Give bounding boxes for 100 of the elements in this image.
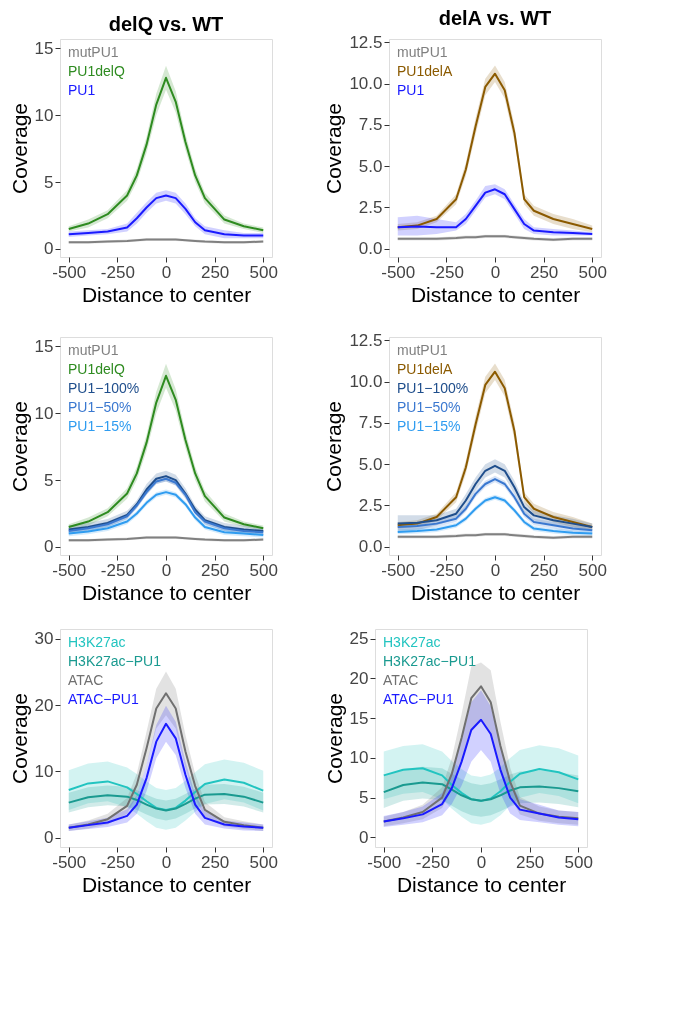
x-tick-label: 0 — [490, 262, 501, 282]
x-axis-title: Distance to center — [410, 282, 581, 306]
x-tick-label: -250 — [100, 560, 135, 580]
y-tick-label: 7.5 — [358, 115, 383, 135]
x-tick-label: 500 — [249, 852, 278, 872]
text: PU1−100% — [68, 380, 140, 396]
x-axis-title: Distance to center — [81, 580, 252, 604]
x-tick-label: 250 — [529, 262, 559, 282]
text: PU1 — [68, 82, 96, 98]
y-tick-label: 15 — [34, 38, 54, 58]
text: ATAC−PU1 — [383, 691, 454, 707]
x-tick-label: -250 — [429, 262, 464, 282]
y-tick-label: 0 — [359, 827, 369, 847]
x-tick-label: 0 — [161, 262, 172, 282]
x-tick-label: -250 — [429, 560, 464, 580]
y-axis-title: Coverage — [322, 102, 346, 195]
text: ATAC — [383, 672, 419, 688]
text: mutPU1 — [68, 44, 119, 60]
x-tick-label: 250 — [529, 560, 559, 580]
x-tick-label: 250 — [200, 560, 230, 580]
y-tick-label: 10.0 — [349, 372, 383, 392]
x-tick-label: 500 — [578, 560, 607, 580]
x-tick-label: 500 — [578, 262, 607, 282]
text: ATAC−PU1 — [68, 691, 139, 707]
x-axis-title: Distance to center — [410, 580, 581, 604]
y-axis-title: Coverage — [7, 102, 31, 195]
y-tick-label: 30 — [34, 629, 54, 649]
text: PU1−15% — [397, 418, 461, 434]
text: H3K27ac — [68, 634, 126, 650]
y-tick-label: 25 — [349, 629, 369, 649]
y-axis-title: Coverage — [7, 400, 31, 493]
x-tick-label: -500 — [52, 262, 87, 282]
x-tick-label: 250 — [200, 262, 230, 282]
y-axis-title: Coverage — [7, 692, 31, 785]
x-axis-title: Distance to center — [81, 872, 252, 896]
text: PU1−50% — [68, 399, 132, 415]
y-axis-title: Coverage — [322, 400, 346, 493]
text: PU1delQ — [68, 63, 125, 79]
y-tick-label: 0 — [44, 239, 54, 259]
y-tick-label: 20 — [34, 695, 54, 715]
text: PU1delA — [397, 361, 453, 377]
text: ATAC — [68, 672, 104, 688]
y-tick-label: 12.5 — [349, 330, 383, 350]
text: PU1delQ — [68, 361, 125, 377]
x-tick-label: -500 — [52, 560, 87, 580]
y-tick-label: 10 — [34, 105, 54, 125]
x-tick-label: 0 — [161, 560, 172, 580]
text: mutPU1 — [397, 44, 448, 60]
text: PU1−100% — [397, 380, 469, 396]
y-tick-label: 12.5 — [349, 32, 383, 52]
x-tick-label: 0 — [161, 852, 172, 872]
y-tick-label: 0.0 — [358, 537, 383, 557]
chart-title: delQ vs. WT — [108, 13, 224, 35]
y-tick-label: 20 — [349, 668, 369, 688]
text: PU1 — [397, 82, 425, 98]
line-series — [67, 722, 265, 829]
text: PU1delA — [397, 63, 453, 79]
x-tick-label: 250 — [200, 852, 230, 872]
y-tick-label: 2.5 — [358, 495, 383, 515]
y-tick-label: 2.5 — [358, 197, 383, 217]
x-tick-label: 0 — [476, 852, 487, 872]
text: mutPU1 — [68, 342, 119, 358]
text: mutPU1 — [397, 342, 448, 358]
y-tick-label: 5 — [359, 788, 369, 808]
chart-title: delA vs. WT — [438, 7, 552, 30]
x-tick-label: 250 — [515, 852, 545, 872]
x-tick-label: 0 — [490, 560, 501, 580]
line-series — [67, 792, 265, 812]
y-tick-label: 10 — [34, 403, 54, 423]
y-tick-label: 0.0 — [358, 239, 383, 259]
y-tick-label: 10.0 — [349, 74, 383, 94]
y-tick-label: 15 — [34, 336, 54, 356]
x-tick-label: -500 — [367, 852, 402, 872]
x-tick-label: 500 — [249, 262, 278, 282]
text: H3K27ac−PU1 — [68, 653, 162, 669]
text: H3K27ac−PU1 — [383, 653, 477, 669]
text: H3K27ac — [383, 634, 441, 650]
y-tick-label: 7.5 — [358, 413, 383, 433]
x-tick-label: -250 — [100, 262, 135, 282]
line-series — [382, 767, 580, 802]
line-series — [67, 778, 265, 811]
x-tick-label: -250 — [100, 852, 135, 872]
line-series — [382, 718, 580, 823]
x-tick-label: -500 — [381, 560, 416, 580]
text: PU1−50% — [397, 399, 461, 415]
y-tick-label: 0 — [44, 828, 54, 848]
y-tick-label: 15 — [349, 708, 369, 728]
y-tick-label: 5.0 — [358, 454, 383, 474]
x-axis-title: Distance to center — [396, 872, 567, 896]
y-tick-label: 5.0 — [358, 156, 383, 176]
x-tick-label: -500 — [381, 262, 416, 282]
y-tick-label: 5 — [44, 172, 54, 192]
x-axis-title: Distance to center — [81, 282, 252, 306]
x-tick-label: -500 — [52, 852, 87, 872]
x-tick-label: -250 — [415, 852, 450, 872]
y-tick-label: 0 — [44, 537, 54, 557]
line-series — [382, 781, 580, 802]
x-tick-label: 500 — [564, 852, 593, 872]
y-axis-title: Coverage — [322, 692, 346, 785]
y-tick-label: 10 — [349, 748, 369, 768]
